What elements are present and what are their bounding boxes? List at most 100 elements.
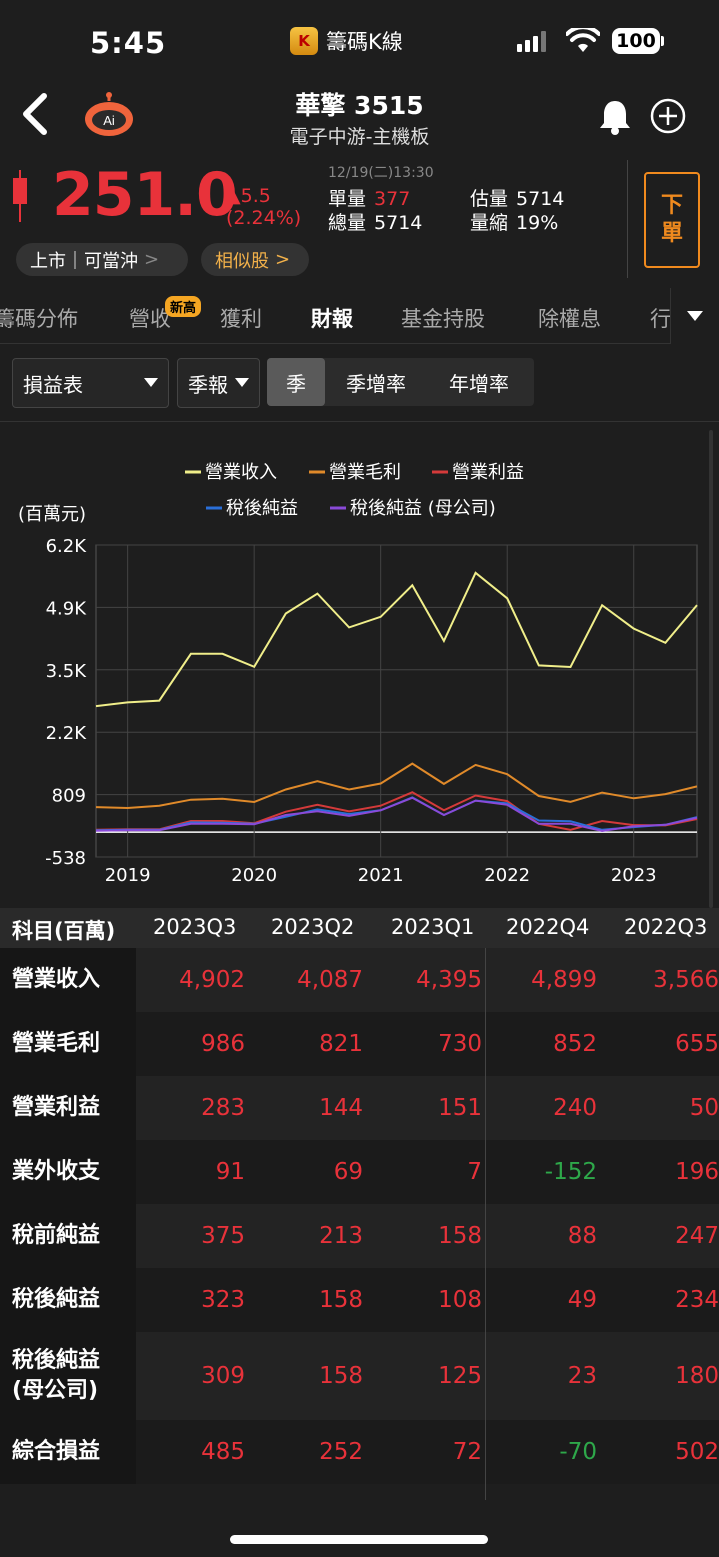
- total-volume: 總量 5714: [328, 212, 423, 234]
- table-cell: 213: [319, 1223, 363, 1249]
- ai-robot-icon[interactable]: Ai: [82, 92, 136, 136]
- table-cell: 158: [319, 1287, 363, 1313]
- row-label: 稅前純益: [0, 1204, 136, 1268]
- table-cell: 23: [567, 1363, 597, 1389]
- x-tick-label: 2023: [611, 865, 657, 886]
- table-cell: 125: [438, 1363, 482, 1389]
- y-tick-label: 2.2K: [46, 723, 88, 744]
- x-tick-label: 2021: [358, 865, 404, 886]
- y-tick-label: 3.5K: [46, 661, 88, 682]
- legend-label[interactable]: 營業收入: [205, 462, 277, 483]
- table-cell: 4,087: [297, 967, 363, 993]
- table-cell: 323: [201, 1287, 245, 1313]
- table-cell: 502: [675, 1439, 719, 1465]
- table-cell: 180: [675, 1363, 719, 1389]
- table-row[interactable]: 業外收支 91 69 7 -152 196: [0, 1140, 719, 1204]
- tab-bar: 籌碼分佈 營收 獲利 財報 基金持股 除權息 行: [0, 288, 719, 344]
- column-header[interactable]: 2022Q4: [506, 915, 590, 939]
- volume-shrink: 量縮 19%: [470, 212, 559, 234]
- table-cell: 69: [333, 1159, 363, 1185]
- app-name: 籌碼K線: [326, 30, 403, 54]
- table-cell: 108: [438, 1287, 482, 1313]
- status-time: 5:45: [90, 26, 167, 60]
- table-row[interactable]: 營業收入 4,902 4,087 4,395 4,899 3,566: [0, 948, 719, 1012]
- estimated-volume: 估量 5714: [470, 188, 565, 210]
- series-line: [95, 796, 698, 833]
- tab-dropdown-button[interactable]: [670, 288, 719, 344]
- market-info-chip[interactable]: 上市｜可當沖 >: [16, 243, 188, 276]
- table-cell: 196: [675, 1159, 719, 1185]
- column-divider: [485, 948, 486, 1500]
- add-watchlist-icon[interactable]: [650, 98, 686, 134]
- tab-dividends[interactable]: 除權息: [538, 307, 601, 331]
- chevron-right-icon: >: [275, 249, 291, 270]
- caret-down-icon: [687, 311, 703, 321]
- table-cell: -70: [559, 1439, 597, 1465]
- table-header: 科目(百萬) 2023Q3 2023Q2 2023Q1 2022Q4 2022Q…: [0, 908, 719, 948]
- row-label: 營業利益: [0, 1076, 136, 1140]
- table-cell: 375: [201, 1223, 245, 1249]
- table-row[interactable]: 稅後純益 (母公司) 309 158 125 23 180: [0, 1332, 719, 1420]
- period-select[interactable]: 季報: [177, 358, 260, 408]
- x-tick-label: 2020: [231, 865, 277, 886]
- row-label: 業外收支: [0, 1140, 136, 1204]
- table-cell: 234: [675, 1287, 719, 1313]
- table-cell: 144: [319, 1095, 363, 1121]
- table-cell: 72: [452, 1439, 482, 1465]
- tab-chip-distribution[interactable]: 籌碼分佈: [0, 307, 78, 331]
- svg-text:Ai: Ai: [103, 113, 115, 128]
- segment-quarter[interactable]: 季: [267, 358, 325, 406]
- new-high-badge: 新高: [165, 296, 202, 317]
- candle-icon: [13, 170, 27, 222]
- battery-nub: [661, 36, 664, 46]
- legend-label[interactable]: 稅後純益 (母公司): [350, 498, 496, 519]
- table-cell: 158: [438, 1223, 482, 1249]
- column-header[interactable]: 2022Q3: [624, 915, 708, 939]
- table-row[interactable]: 稅後純益 323 158 108 49 234: [0, 1268, 719, 1332]
- column-header[interactable]: 2023Q2: [271, 915, 355, 939]
- table-row[interactable]: 綜合損益 485 252 72 -70 502: [0, 1420, 719, 1484]
- stock-category: 電子中游-主機板: [289, 126, 430, 148]
- y-tick-label: -538: [45, 848, 86, 869]
- table-cell: -152: [544, 1159, 597, 1185]
- table-corner-label: 科目(百萬): [12, 919, 116, 943]
- row-label: 營業收入: [0, 948, 136, 1012]
- table-row[interactable]: 營業毛利 986 821 730 852 655: [0, 1012, 719, 1076]
- segment-yoy[interactable]: 年增率: [449, 371, 509, 396]
- tab-fund-holdings[interactable]: 基金持股: [401, 307, 485, 331]
- x-tick-label: 2019: [105, 865, 151, 886]
- table-cell: 309: [201, 1363, 245, 1389]
- home-indicator[interactable]: [230, 1535, 488, 1544]
- tab-financials[interactable]: 財報: [311, 307, 353, 331]
- legend-label[interactable]: 營業毛利: [329, 462, 401, 483]
- series-line: [95, 571, 698, 708]
- table-cell: 151: [438, 1095, 482, 1121]
- tab-more-partial[interactable]: 行: [650, 307, 671, 331]
- order-button[interactable]: 下單: [644, 172, 700, 268]
- statement-select[interactable]: 損益表: [12, 358, 169, 408]
- bell-icon[interactable]: [598, 98, 632, 136]
- back-arrow-icon[interactable]: [20, 92, 50, 136]
- column-header[interactable]: 2023Q3: [153, 915, 237, 939]
- chevron-right-icon: >: [144, 249, 160, 270]
- table-cell: 655: [675, 1031, 719, 1057]
- stock-title: 華擎 3515: [295, 91, 424, 120]
- table-cell: 4,395: [416, 967, 482, 993]
- similar-stocks-chip[interactable]: 相似股 >: [201, 243, 309, 276]
- price-change-pct: (2.24%): [226, 207, 302, 229]
- tab-profit[interactable]: 獲利: [220, 307, 262, 331]
- table-cell: 49: [567, 1287, 597, 1313]
- row-label: 營業毛利: [0, 1012, 136, 1076]
- table-cell: 158: [319, 1363, 363, 1389]
- column-header[interactable]: 2023Q1: [391, 915, 475, 939]
- table-row[interactable]: 稅前純益 375 213 158 88 247: [0, 1204, 719, 1268]
- legend-label[interactable]: 營業利益: [452, 462, 524, 483]
- table-row[interactable]: 營業利益 283 144 151 240 50: [0, 1076, 719, 1140]
- chart-scrollbar[interactable]: [709, 430, 713, 908]
- table-cell: 283: [201, 1095, 245, 1121]
- tab-revenue[interactable]: 營收: [129, 307, 171, 331]
- legend-label[interactable]: 稅後純益: [226, 498, 298, 519]
- app-indicator: K 籌碼K線: [290, 26, 403, 56]
- table-cell: 247: [675, 1223, 719, 1249]
- segment-qoq[interactable]: 季增率: [346, 371, 406, 396]
